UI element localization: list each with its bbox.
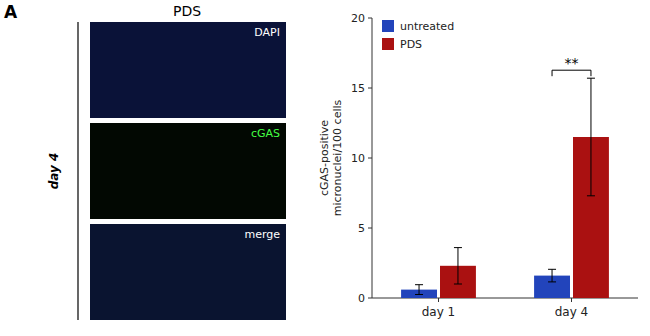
panel-caption: cGAS <box>251 127 280 140</box>
x-tick <box>571 298 572 302</box>
y-tick-label: 20 <box>351 12 365 25</box>
error-cap <box>548 281 556 282</box>
error-cap <box>415 294 423 295</box>
image-panel <box>90 224 286 320</box>
error-cap <box>587 195 595 196</box>
y-tick <box>368 158 372 159</box>
marks <box>401 78 609 298</box>
image-panel <box>90 123 286 219</box>
x-tick-label: day 4 <box>555 305 589 319</box>
error-cap <box>454 247 462 248</box>
legend-label: untreated <box>400 20 454 33</box>
significance-label: ** <box>565 55 579 71</box>
y-tick <box>368 18 372 19</box>
y-axis-label: cGAS-positivemicronuclei/100 cells <box>318 99 344 216</box>
legend-label: PDS <box>400 38 422 51</box>
panel-caption: DAPI <box>254 26 280 39</box>
error-cap <box>454 284 462 285</box>
y-tick-label: 10 <box>351 152 365 165</box>
y-axis-label-line: micronuclei/100 cells <box>331 99 344 216</box>
y-tick-label: 0 <box>358 292 365 305</box>
y-tick-label: 5 <box>358 222 365 235</box>
legend-swatch <box>382 38 394 50</box>
title: PDS <box>173 3 201 19</box>
panel-label: A <box>4 2 18 22</box>
panel-caption: merge <box>244 228 280 241</box>
bracket-line <box>77 22 78 320</box>
error-cap <box>415 284 423 285</box>
legend-swatch <box>382 20 394 32</box>
error-stem <box>590 78 591 196</box>
error-stem <box>457 248 458 284</box>
figure: A PDS day 4 DAPI cGAS merge 0 5 10 15 20 cGAS-posit… <box>0 0 650 336</box>
error-cap <box>548 269 556 270</box>
error-bar <box>454 248 462 284</box>
y-tick <box>368 88 372 89</box>
image-panel <box>90 22 286 118</box>
error-cap <box>587 78 595 79</box>
y-tick <box>368 298 372 299</box>
x-tick-label: day 1 <box>422 305 456 319</box>
x-tick <box>438 298 439 302</box>
error-bar <box>415 285 423 295</box>
error-stem <box>419 285 420 295</box>
y-axis-label-line: cGAS-positive <box>318 120 331 196</box>
y-tick <box>368 228 372 229</box>
bar-chart: 0 5 10 15 20 cGAS-positivemicronuclei/100 cel… <box>318 12 639 319</box>
side-label: day 4 <box>47 153 61 190</box>
error-bar <box>587 78 595 196</box>
error-stem <box>552 269 553 282</box>
y-tick-label: 15 <box>351 82 365 95</box>
error-bar <box>548 269 556 282</box>
